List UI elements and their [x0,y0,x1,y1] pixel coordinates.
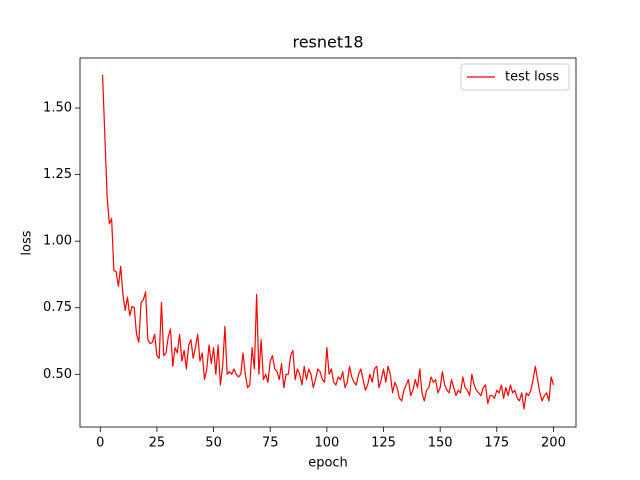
y-tick-label: 1.50 [43,101,72,116]
x-axis-label: epoch [308,456,348,471]
y-tick-label: 1.00 [43,234,72,249]
x-tick-label: 125 [371,436,396,451]
x-tick-label: 75 [262,436,279,451]
plot-frame [79,57,577,428]
chart-title: resnet18 [292,33,363,52]
y-tick-label: 0.50 [43,367,72,382]
legend-box [460,63,570,91]
x-tick-label: 25 [149,436,166,451]
y-axis-label: loss [20,230,35,255]
x-tick-label: 200 [541,436,566,451]
y-tick-label: 1.25 [43,167,72,182]
x-tick-label: 150 [428,436,453,451]
x-tick-label: 175 [484,436,509,451]
line-series [101,74,555,410]
legend-label: test loss [505,70,559,85]
x-tick-label: 100 [314,436,339,451]
x-tick-label: 0 [96,436,104,451]
y-tick-label: 0.75 [43,300,72,315]
x-tick-label: 50 [205,436,222,451]
